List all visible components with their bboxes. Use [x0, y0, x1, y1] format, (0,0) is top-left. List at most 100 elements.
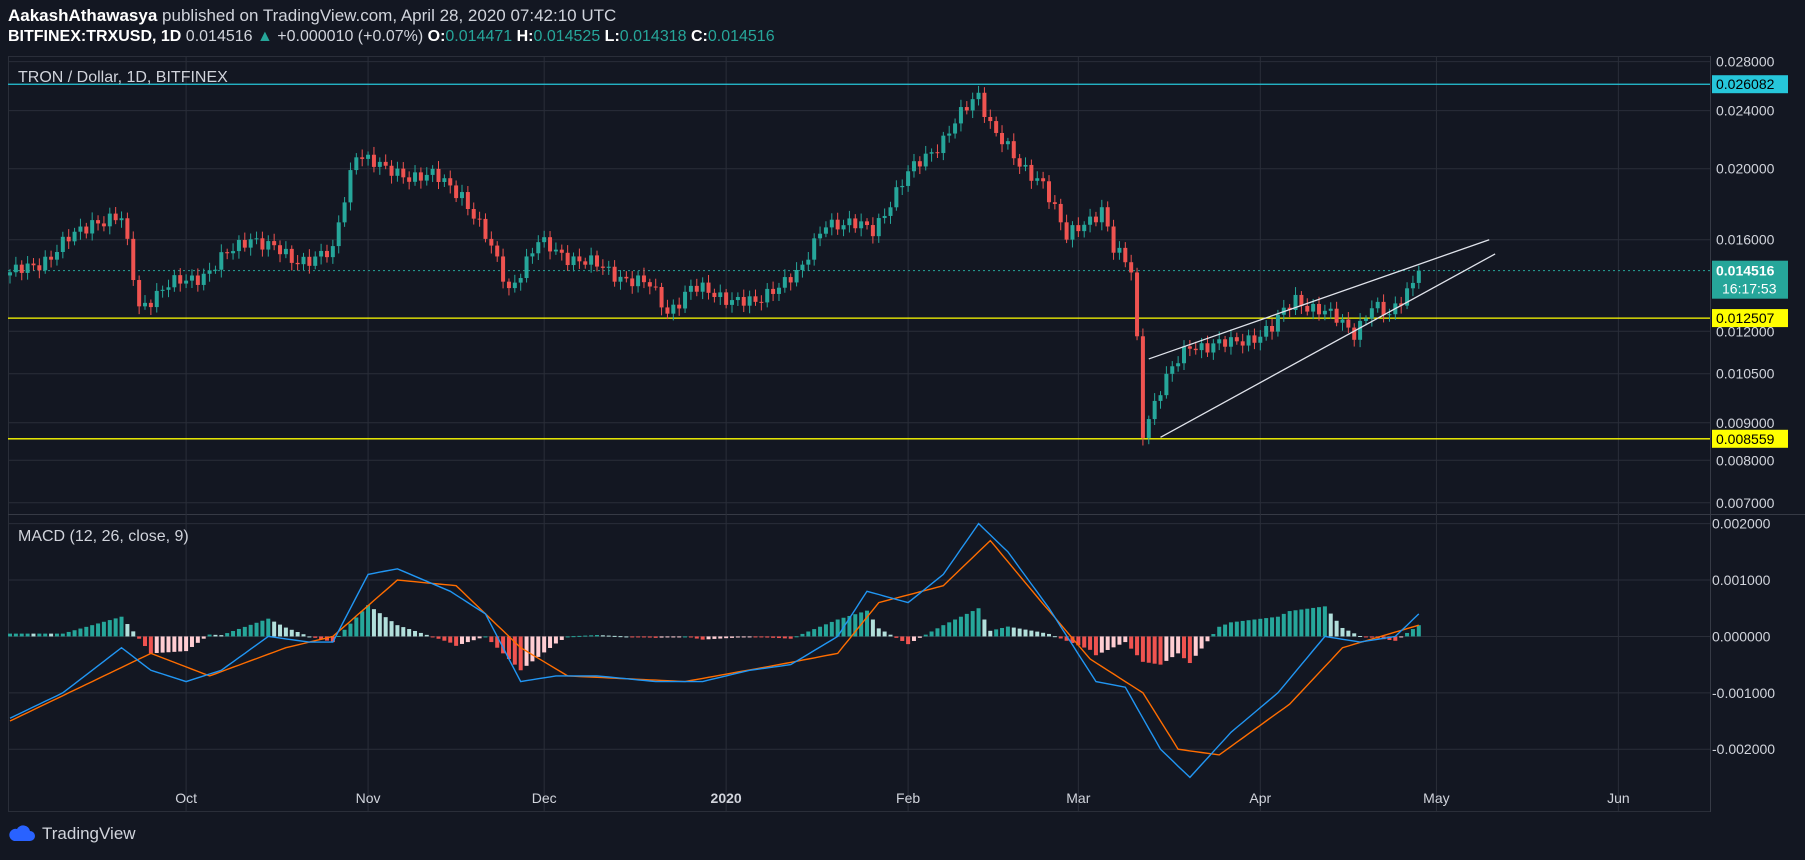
macd-histogram-bar: [260, 620, 265, 637]
macd-histogram-bar: [518, 636, 523, 671]
candle-body: [882, 215, 887, 219]
y-tick-label: 0.012000: [1716, 323, 1775, 339]
macd-histogram-bar: [512, 636, 517, 665]
macd-histogram-bar: [953, 619, 958, 637]
macd-histogram-bar: [354, 617, 359, 637]
macd-histogram-bar: [1287, 611, 1292, 637]
macd-histogram-bar: [54, 633, 59, 637]
macd-histogram-bar: [818, 626, 823, 637]
candle-body: [1176, 363, 1181, 367]
macd-histogram-bar: [1416, 625, 1421, 637]
level-label-bg: [1712, 429, 1788, 448]
candle-body: [383, 161, 388, 166]
macd-histogram-bar: [653, 636, 658, 638]
candle-body: [1099, 207, 1104, 223]
macd-histogram-bar: [565, 636, 570, 638]
macd-histogram-bar: [442, 636, 447, 641]
author-name[interactable]: AakashAthawasya: [8, 6, 158, 25]
candle-body: [794, 269, 799, 283]
candle-body: [1405, 288, 1410, 306]
candle-body: [1146, 419, 1151, 438]
macd-histogram-bar: [231, 631, 236, 637]
macd-histogram-bar: [107, 620, 112, 637]
macd-histogram-bar: [870, 619, 875, 637]
candle-body: [641, 275, 646, 283]
candle-body: [195, 275, 200, 285]
candle-body: [870, 225, 875, 237]
macd-histogram-bar: [1211, 634, 1216, 637]
candle-body: [1287, 307, 1292, 310]
macd-histogram-bar: [1258, 618, 1263, 637]
macd-histogram-bar: [471, 636, 476, 641]
x-tick-label: Jun: [1607, 790, 1630, 806]
candle-body: [694, 285, 699, 292]
candle-body: [166, 287, 171, 290]
macd-histogram-bar: [553, 636, 558, 644]
candle-body: [1011, 141, 1016, 159]
macd-histogram-bar: [25, 633, 30, 637]
macd-histogram-bar: [1035, 631, 1040, 637]
macd-histogram-bar: [43, 633, 48, 637]
open-label: O:: [427, 28, 446, 45]
macd-histogram-bar: [1311, 607, 1316, 637]
candle-body: [1387, 314, 1392, 316]
candle-body: [84, 226, 89, 234]
candle-body: [953, 123, 958, 134]
macd-histogram-bar: [283, 627, 288, 637]
candle-body: [947, 133, 952, 136]
candle-body: [189, 275, 194, 281]
candle-body: [671, 304, 676, 314]
candle-body: [1129, 262, 1134, 273]
x-tick-label: 2020: [711, 790, 742, 806]
macd-histogram-bar: [1387, 636, 1392, 640]
macd-histogram-bar: [782, 636, 787, 639]
candle-body: [401, 168, 406, 178]
macd-histogram-bar: [788, 636, 793, 639]
macd-histogram-bar: [882, 631, 887, 637]
candle-body: [1182, 346, 1186, 364]
candle-body: [1088, 216, 1093, 225]
candle-body: [835, 219, 840, 230]
close-value: 0.014516: [707, 28, 775, 45]
macd-histogram-bar: [559, 636, 564, 640]
tradingview-logo[interactable]: TradingView: [8, 824, 136, 844]
candle-body: [677, 304, 682, 309]
candle-body: [565, 252, 570, 266]
macd-histogram-bar: [96, 623, 101, 637]
candle-body: [1211, 343, 1216, 353]
macd-histogram-bar: [436, 636, 441, 639]
wedge-trendline[interactable]: [1148, 239, 1490, 360]
candle-body: [618, 276, 623, 282]
macd-histogram-bar: [454, 636, 459, 646]
low-value: 0.014318: [619, 28, 687, 45]
macd-histogram-bar: [595, 635, 599, 637]
macd-histogram-bar: [688, 636, 693, 638]
macd-histogram-bar: [536, 636, 541, 657]
macd-histogram-bar: [119, 616, 124, 637]
candle-body: [624, 276, 629, 279]
macd-histogram-bar: [248, 624, 253, 637]
macd-histogram-bar: [1105, 636, 1110, 650]
candle-body: [319, 250, 324, 257]
candle-body: [225, 252, 230, 254]
macd-histogram-bar: [1052, 636, 1057, 638]
macd-histogram-bar: [430, 636, 435, 638]
macd-histogram-bar: [700, 636, 705, 640]
x-tick-label: Dec: [532, 790, 557, 806]
candle-body: [131, 238, 136, 281]
candle-body: [911, 161, 916, 172]
candle-body: [970, 99, 975, 111]
macd-histogram-bar: [1023, 629, 1028, 637]
macd-y-tick-label: 0.002000: [1712, 516, 1771, 532]
candle-body: [1346, 319, 1351, 328]
candle-body: [612, 266, 617, 282]
candle-body: [806, 259, 811, 265]
macd-histogram-bar: [1270, 617, 1275, 637]
candle-body: [829, 219, 834, 228]
macd-histogram-bar: [459, 636, 464, 644]
wedge-trendline[interactable]: [1160, 253, 1496, 438]
macd-histogram-bar: [377, 613, 382, 637]
candle-body: [724, 292, 729, 305]
candle-body: [1193, 348, 1198, 351]
